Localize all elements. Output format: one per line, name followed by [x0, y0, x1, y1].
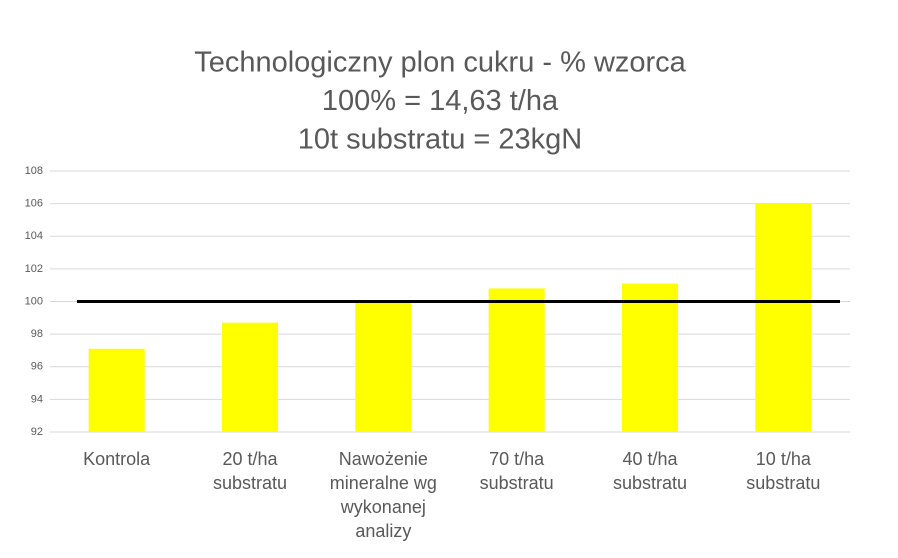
y-tick-label: 94: [31, 393, 43, 405]
bar: [488, 288, 545, 432]
chart-title: Technologiczny plon cukru - % wzorca: [194, 47, 686, 79]
bar: [88, 348, 145, 432]
x-tick-label: Nawożenie mineralne wg wykonanej analizy: [329, 449, 437, 541]
y-tick-label: 92: [31, 426, 43, 438]
y-tick-label: 98: [31, 328, 43, 340]
x-tick-label: 40 t/ha substratu: [612, 449, 688, 493]
y-tick-label: 108: [25, 165, 43, 177]
bar: [355, 301, 412, 432]
bar: [622, 283, 678, 432]
chart-title: 100% = 14,63 t/ha: [322, 85, 559, 117]
x-tick-label: 20 t/ha substratu: [212, 449, 288, 493]
y-tick-label: 100: [25, 295, 43, 307]
y-tick-label: 102: [25, 263, 43, 275]
y-tick-label: 106: [25, 198, 43, 210]
y-tick-label: 104: [25, 230, 43, 242]
x-tick-label: Kontrola: [83, 449, 151, 469]
y-tick-label: 96: [31, 361, 43, 373]
bar: [755, 203, 812, 432]
bar: [222, 322, 278, 432]
x-tick-label: 10 t/ha substratu: [746, 449, 821, 493]
x-tick-label: 70 t/ha substratu: [479, 449, 554, 493]
chart-title: 10t substratu = 23kgN: [298, 124, 583, 156]
